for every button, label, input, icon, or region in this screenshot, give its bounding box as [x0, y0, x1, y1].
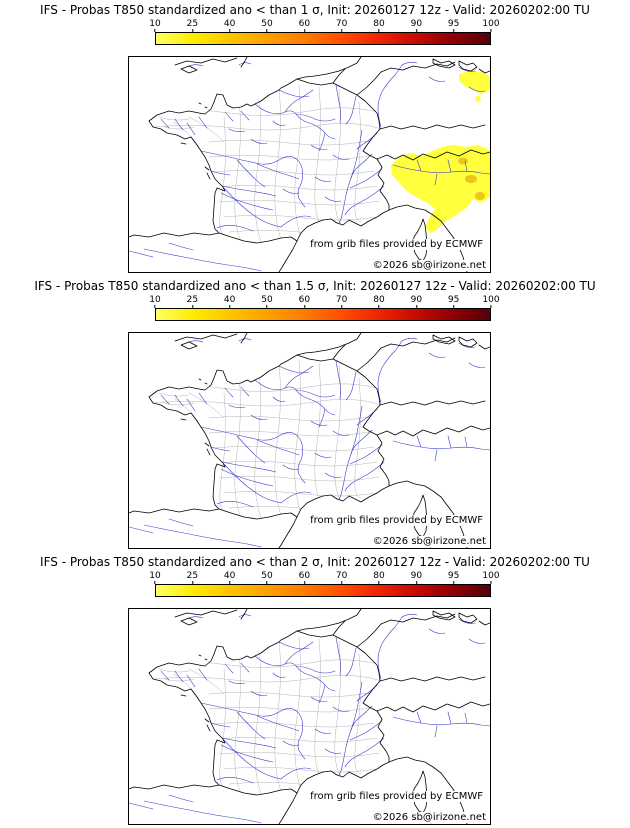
colorbar-tick-label: 80	[373, 20, 384, 32]
colorbar-ticks: 10 25 40 50 60 70 80 90 95 100	[149, 572, 499, 584]
colorbar: 10 25 40 50 60 70 80 90 95 100	[149, 572, 500, 597]
colorbar-tick-label: 100	[482, 296, 499, 308]
colorbar-tick-label: 25	[187, 572, 198, 584]
colorbar-tick-label: 60	[299, 20, 310, 32]
colorbar-tick-label: 40	[224, 20, 235, 32]
colorbar-tick-label: 25	[187, 20, 198, 32]
colorbar-tick-label: 95	[448, 572, 459, 584]
colorbar-tick-label: 70	[336, 572, 347, 584]
panel-sigma-1-5: IFS - Probas T850 standardized ano < tha…	[0, 276, 630, 552]
copyright-text: ©2026 sb@irizone.net	[369, 260, 489, 271]
colorbar-tick-label: 10	[149, 572, 160, 584]
copyright-text: ©2026 sb@irizone.net	[369, 812, 489, 823]
colorbar-tick-label: 40	[224, 572, 235, 584]
colorbar-tick-label: 90	[411, 20, 422, 32]
colorbar-tick-label: 25	[187, 296, 198, 308]
credit-text: from grib files provided by ECMWF	[307, 791, 486, 802]
colorbar-tick-label: 95	[448, 296, 459, 308]
colorbar-tick-label: 100	[482, 572, 499, 584]
colorbar-tick-label: 70	[336, 20, 347, 32]
panel-sigma-2: IFS - Probas T850 standardized ano < tha…	[0, 552, 630, 828]
colorbar-tick-label: 90	[411, 572, 422, 584]
panel-title: IFS - Probas T850 standardized ano < tha…	[40, 3, 590, 17]
colorbar-tick-label: 80	[373, 572, 384, 584]
map-sigma-2: from grib files provided by ECMWF ©2026 …	[128, 608, 491, 825]
credit-text: from grib files provided by ECMWF	[307, 515, 486, 526]
colorbar-tick-label: 40	[224, 296, 235, 308]
colorbar-tick-label: 50	[261, 20, 272, 32]
colorbar-tick-label: 70	[336, 296, 347, 308]
panel-sigma-1: IFS - Probas T850 standardized ano < tha…	[0, 0, 630, 276]
credit-text: from grib files provided by ECMWF	[307, 239, 486, 250]
copyright-text: ©2026 sb@irizone.net	[369, 536, 489, 547]
colorbar-tick-label: 95	[448, 20, 459, 32]
colorbar-tick-label: 10	[149, 20, 160, 32]
panel-title: IFS - Probas T850 standardized ano < tha…	[40, 555, 590, 569]
colorbar-tick-label: 10	[149, 296, 160, 308]
colorbar-tick-label: 90	[411, 296, 422, 308]
colorbar-tick-label: 50	[261, 572, 272, 584]
colorbar-tick-label: 60	[299, 572, 310, 584]
map-sigma-1-5: from grib files provided by ECMWF ©2026 …	[128, 332, 491, 549]
colorbar-ticks: 10 25 40 50 60 70 80 90 95 100	[149, 296, 499, 308]
colorbar-tick-label: 60	[299, 296, 310, 308]
map-sigma-1: from grib files provided by ECMWF ©2026 …	[128, 56, 491, 273]
colorbar-tick-label: 80	[373, 296, 384, 308]
colorbar-track	[155, 584, 491, 597]
colorbar-ticks: 10 25 40 50 60 70 80 90 95 100	[149, 20, 499, 32]
colorbar-track	[155, 32, 491, 45]
colorbar-tick-label: 50	[261, 296, 272, 308]
colorbar: 10 25 40 50 60 70 80 90 95 100	[149, 20, 500, 45]
colorbar-tick-label: 100	[482, 20, 499, 32]
panel-title: IFS - Probas T850 standardized ano < tha…	[34, 279, 596, 293]
colorbar: 10 25 40 50 60 70 80 90 95 100	[149, 296, 500, 321]
colorbar-track	[155, 308, 491, 321]
